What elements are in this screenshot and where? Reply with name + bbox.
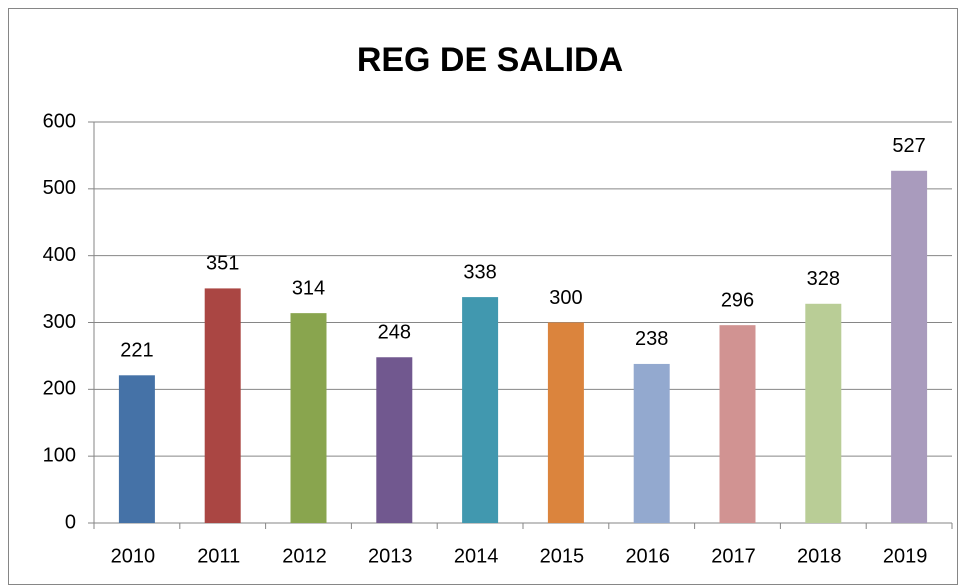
data-label: 314 — [292, 277, 325, 299]
y-tick-label: 600 — [43, 110, 76, 132]
x-tick-label: 2018 — [797, 545, 842, 567]
x-tick-label: 2019 — [883, 545, 928, 567]
x-tick-label: 2012 — [282, 545, 327, 567]
x-tick-label: 2016 — [625, 545, 670, 567]
data-label: 338 — [463, 261, 496, 283]
x-tick-label: 2017 — [711, 545, 756, 567]
bar — [719, 325, 756, 523]
data-label: 221 — [120, 340, 153, 362]
y-tick-label: 500 — [43, 177, 76, 199]
bar — [376, 357, 413, 523]
x-tick-label: 2013 — [368, 545, 413, 567]
data-label: 300 — [549, 287, 582, 309]
data-label: 238 — [635, 328, 668, 350]
bar — [891, 170, 928, 523]
y-tick-label: 300 — [43, 311, 76, 333]
data-label: 351 — [206, 253, 239, 275]
x-tick-label: 2014 — [454, 545, 499, 567]
bar — [118, 375, 155, 523]
bar — [633, 363, 670, 523]
chart-title: REG DE SALIDA — [357, 41, 623, 79]
bar — [805, 303, 842, 523]
y-tick-label: 100 — [43, 444, 76, 466]
data-label: 328 — [807, 268, 840, 290]
x-tick-label: 2015 — [540, 545, 585, 567]
y-tick-label: 400 — [43, 244, 76, 266]
bar — [204, 288, 241, 523]
x-tick-label: 2011 — [197, 545, 240, 567]
bar — [462, 297, 499, 523]
data-label: 296 — [721, 289, 754, 311]
data-label: 248 — [378, 322, 411, 344]
bar — [547, 322, 584, 523]
x-tick-label: 2010 — [111, 545, 156, 567]
y-tick-label: 200 — [43, 378, 76, 400]
y-tick-label: 0 — [65, 511, 76, 533]
data-label: 527 — [892, 135, 925, 157]
bar — [290, 313, 327, 523]
